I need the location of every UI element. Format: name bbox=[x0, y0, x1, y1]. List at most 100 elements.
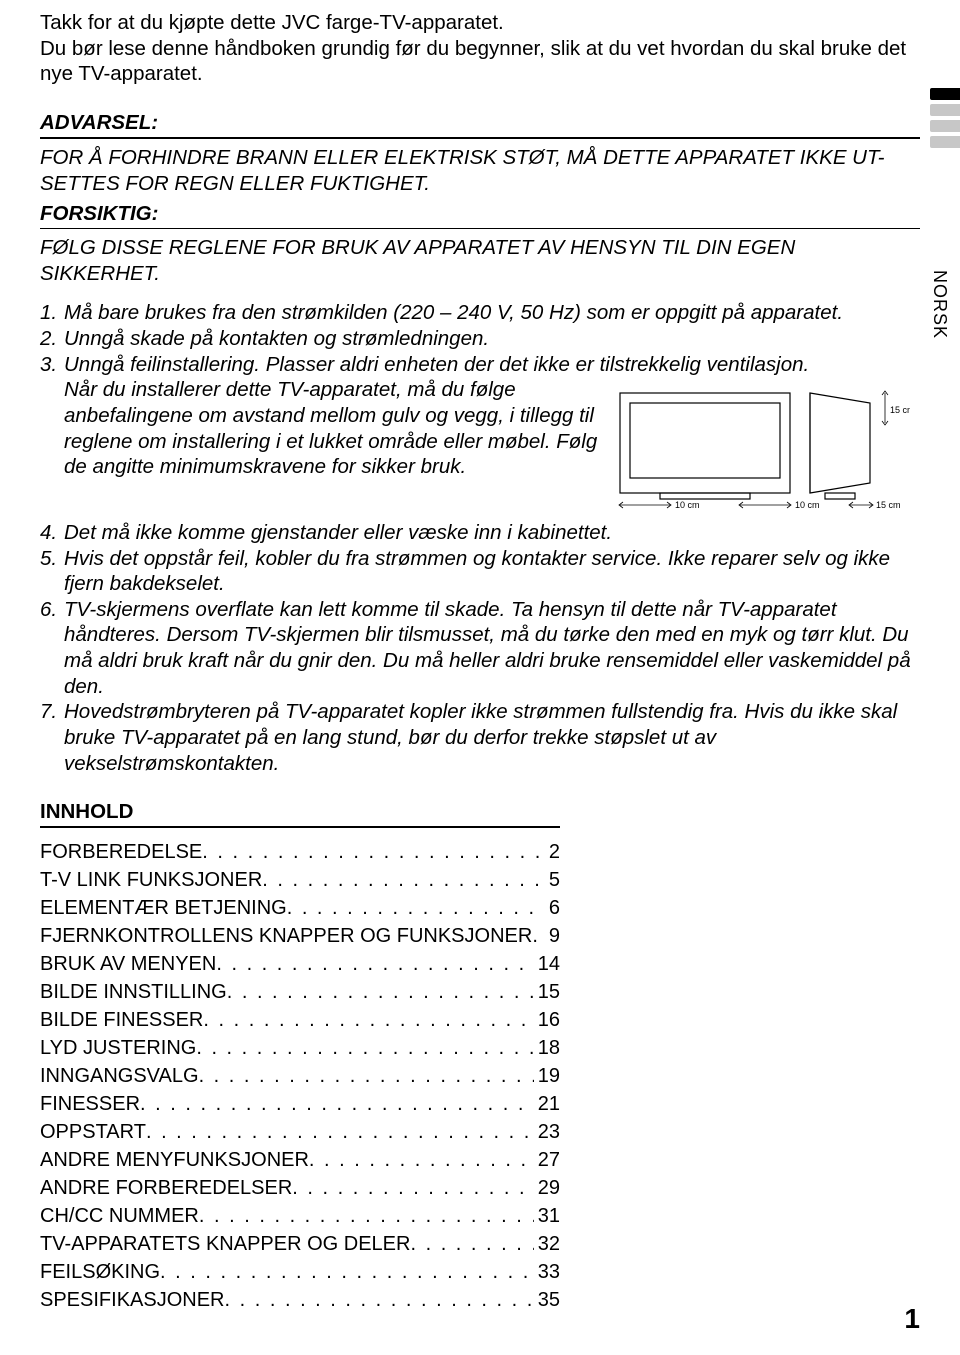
toc-dots bbox=[202, 838, 545, 866]
rule-text: TV-skjermens overflate kan lett komme ti… bbox=[64, 597, 920, 700]
toc-dots bbox=[203, 1006, 533, 1034]
toc-page: 14 bbox=[534, 950, 560, 978]
toc-row: BILDE FINESSER 16 bbox=[40, 1006, 560, 1034]
toc-label: BRUK AV MENYEN bbox=[40, 950, 216, 978]
toc-row: LYD JUSTERING 18 bbox=[40, 1034, 560, 1062]
toc-page: 21 bbox=[534, 1090, 560, 1118]
toc-label: OPPSTART bbox=[40, 1118, 146, 1146]
toc-dots bbox=[199, 1062, 534, 1090]
toc-dots bbox=[287, 894, 545, 922]
rule-number: 2. bbox=[40, 326, 64, 352]
toc-page: 32 bbox=[534, 1230, 560, 1258]
divider bbox=[40, 826, 560, 828]
rule-number: 1. bbox=[40, 300, 64, 326]
toc-row: TV-APPARATETS KNAPPER OG DELER 32 bbox=[40, 1230, 560, 1258]
dim-mid: 10 cm bbox=[795, 500, 820, 510]
dim-top: 15 cm bbox=[890, 405, 910, 415]
rule-number: 4. bbox=[40, 520, 64, 546]
toc-dots bbox=[309, 1146, 534, 1174]
toc-row: FJERNKONTROLLENS KNAPPER OG FUNKSJONER 9 bbox=[40, 922, 560, 950]
toc-row: INNGANGSVALG 19 bbox=[40, 1062, 560, 1090]
side-tab bbox=[930, 104, 960, 116]
warning-body: FOR Å FORHINDRE BRANN ELLER ELEKTRISK ST… bbox=[40, 145, 920, 196]
side-tabs bbox=[930, 88, 960, 148]
toc-label: INNGANGSVALG bbox=[40, 1062, 199, 1090]
toc-label: FORBEREDELSE bbox=[40, 838, 202, 866]
manual-page: NORSK Takk for at du kjøpte dette JVC fa… bbox=[0, 0, 960, 1355]
toc-label: BILDE INNSTILLING bbox=[40, 978, 227, 1006]
toc-page: 6 bbox=[545, 894, 560, 922]
rule-item: 4. Det må ikke komme gjenstander eller v… bbox=[40, 520, 920, 546]
toc-label: ANDRE FORBEREDELSER bbox=[40, 1174, 292, 1202]
toc-page: 9 bbox=[545, 922, 560, 950]
toc-dots bbox=[140, 1090, 534, 1118]
toc-row: FINESSER 21 bbox=[40, 1090, 560, 1118]
toc-row: CH/CC NUMMER 31 bbox=[40, 1202, 560, 1230]
clearance-diagram: 15 cm 10 cm 10 cm 15 cm bbox=[600, 377, 920, 520]
toc-dots bbox=[216, 950, 533, 978]
toc-label: T-V LINK FUNKSJONER bbox=[40, 866, 262, 894]
contents-heading: INNHOLD bbox=[40, 800, 920, 824]
toc-label: TV-APPARATETS KNAPPER OG DELER bbox=[40, 1230, 410, 1258]
toc-page: 18 bbox=[534, 1034, 560, 1062]
toc-page: 29 bbox=[534, 1174, 560, 1202]
toc-label: SPESIFIKASJONER bbox=[40, 1286, 225, 1314]
toc-row: FORBEREDELSE 2 bbox=[40, 838, 560, 866]
toc-dots bbox=[225, 1286, 534, 1314]
rule-number: 6. bbox=[40, 597, 64, 700]
rule-text: Det må ikke komme gjenstander eller væsk… bbox=[64, 520, 920, 546]
toc-page: 23 bbox=[534, 1118, 560, 1146]
rule-text: Hvis det oppstår feil, kobler du fra str… bbox=[64, 546, 920, 597]
intro-text: Takk for at du kjøpte dette JVC farge-TV… bbox=[40, 10, 920, 87]
toc-label: FJERNKONTROLLENS KNAPPER OG FUNKSJONER bbox=[40, 922, 532, 950]
rule-item: 3. Unngå feilinstallering. Plasser aldri… bbox=[40, 352, 920, 378]
side-tab-active bbox=[930, 88, 960, 100]
rule-item: 7. Hovedstrømbryteren på TV-apparatet ko… bbox=[40, 699, 920, 776]
toc-dots bbox=[532, 922, 545, 950]
rule-item: 2. Unngå skade på kontakten og strømledn… bbox=[40, 326, 920, 352]
toc-page: 19 bbox=[534, 1062, 560, 1090]
page-number: 1 bbox=[904, 1303, 920, 1335]
toc-row: ANDRE MENYFUNKSJONER27 bbox=[40, 1146, 560, 1174]
toc-dots bbox=[410, 1230, 533, 1258]
dim-right: 15 cm bbox=[876, 500, 901, 510]
caution-body: FØLG DISSE REGLENE FOR BRUK AV APPARATET… bbox=[40, 235, 920, 286]
toc-page: 31 bbox=[534, 1202, 560, 1230]
toc-page: 27 bbox=[534, 1146, 560, 1174]
toc-row: T-V LINK FUNKSJONER5 bbox=[40, 866, 560, 894]
toc-row: OPPSTART 23 bbox=[40, 1118, 560, 1146]
rule-text: Må bare brukes fra den strømkilden (220 … bbox=[64, 300, 920, 326]
rule-number: 5. bbox=[40, 546, 64, 597]
toc-row: FEILSØKING33 bbox=[40, 1258, 560, 1286]
toc-dots bbox=[227, 978, 534, 1006]
toc-page: 16 bbox=[534, 1006, 560, 1034]
toc-row: BRUK AV MENYEN 14 bbox=[40, 950, 560, 978]
toc-dots bbox=[292, 1174, 533, 1202]
toc-row: BILDE INNSTILLING 15 bbox=[40, 978, 560, 1006]
language-label: NORSK bbox=[929, 270, 950, 339]
rule-text: Unngå feilinstallering. Plasser aldri en… bbox=[64, 352, 920, 378]
rule-item: 1. Må bare brukes fra den strømkilden (2… bbox=[40, 300, 920, 326]
dim-left: 10 cm bbox=[675, 500, 700, 510]
toc-label: BILDE FINESSER bbox=[40, 1006, 203, 1034]
toc-label: CH/CC NUMMER bbox=[40, 1202, 199, 1230]
toc-dots bbox=[160, 1258, 534, 1286]
toc-dots bbox=[199, 1202, 534, 1230]
toc-page: 2 bbox=[545, 838, 560, 866]
intro-line: Takk for at du kjøpte dette JVC farge-TV… bbox=[40, 10, 920, 36]
rule-number: 3. bbox=[40, 352, 64, 378]
table-of-contents: FORBEREDELSE2T-V LINK FUNKSJONER5ELEMENT… bbox=[40, 838, 560, 1314]
divider bbox=[40, 228, 920, 229]
toc-row: ANDRE FORBEREDELSER 29 bbox=[40, 1174, 560, 1202]
rules-list: 1. Må bare brukes fra den strømkilden (2… bbox=[40, 300, 920, 776]
rule-text: Når du installerer dette TV-apparatet, m… bbox=[64, 377, 600, 480]
toc-dots bbox=[146, 1118, 534, 1146]
toc-label: FINESSER bbox=[40, 1090, 140, 1118]
warning-heading: ADVARSEL: bbox=[40, 111, 920, 135]
toc-page: 15 bbox=[534, 978, 560, 1006]
side-tab bbox=[930, 136, 960, 148]
toc-label: LYD JUSTERING bbox=[40, 1034, 196, 1062]
side-tab bbox=[930, 120, 960, 132]
rule-item: 6. TV-skjermens overflate kan lett komme… bbox=[40, 597, 920, 700]
toc-page: 33 bbox=[534, 1258, 560, 1286]
